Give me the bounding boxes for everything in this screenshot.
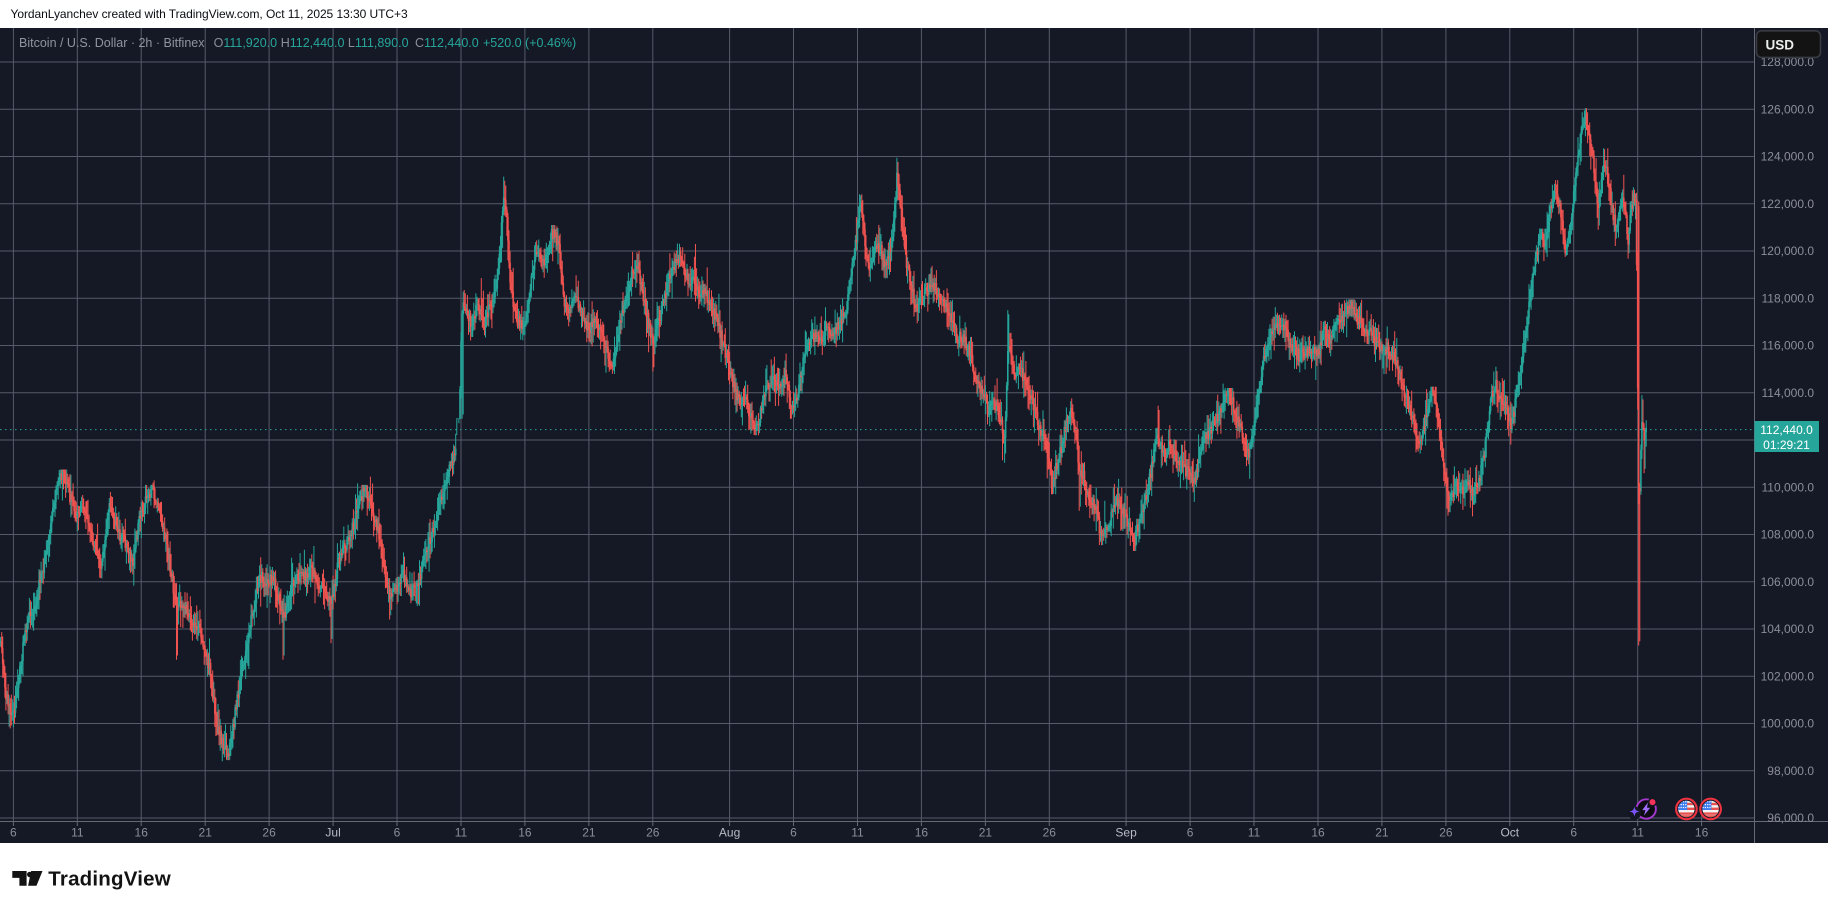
svg-text:16: 16 [1311,826,1325,840]
svg-text:26: 26 [646,826,660,840]
svg-text:21: 21 [1375,826,1389,840]
svg-text:6: 6 [394,826,401,840]
svg-text:O111,920.0: O111,920.0 [214,36,278,50]
svg-text:112,440.0: 112,440.0 [1760,423,1813,437]
svg-text:6: 6 [1187,826,1194,840]
svg-text:21: 21 [582,826,596,840]
svg-text:11: 11 [455,826,468,840]
svg-text:100,000.0: 100,000.0 [1761,717,1815,731]
svg-text:26: 26 [1439,826,1453,840]
svg-text:124,000.0: 124,000.0 [1761,150,1815,164]
svg-text:16: 16 [915,826,929,840]
svg-text:126,000.0: 126,000.0 [1761,103,1815,117]
svg-text:21: 21 [199,826,213,840]
svg-text:110,000.0: 110,000.0 [1762,480,1815,494]
svg-text:H112,440.0: H112,440.0 [281,36,345,50]
svg-text:Jul: Jul [325,826,340,840]
svg-text:Sep: Sep [1115,826,1137,840]
svg-text:26: 26 [1043,826,1057,840]
svg-text:USD: USD [1766,37,1795,52]
svg-text:11: 11 [1248,826,1261,840]
svg-text:106,000.0: 106,000.0 [1761,575,1815,589]
svg-text:C112,440.0: C112,440.0 [415,36,479,50]
svg-text:118,000.0: 118,000.0 [1762,291,1815,305]
svg-text:11: 11 [851,826,864,840]
svg-text:108,000.0: 108,000.0 [1761,528,1815,542]
svg-text:6: 6 [790,826,797,840]
svg-text:16: 16 [518,826,532,840]
svg-text:21: 21 [979,826,993,840]
svg-text:L111,890.0: L111,890.0 [348,36,409,50]
svg-text:6: 6 [1570,826,1577,840]
svg-text:TradingView: TradingView [48,868,171,891]
svg-text:+520.0 (+0.46%): +520.0 (+0.46%) [483,36,576,50]
svg-text:114,000.0: 114,000.0 [1762,386,1815,400]
svg-text:128,000.0: 128,000.0 [1761,55,1815,69]
svg-text:120,000.0: 120,000.0 [1761,244,1815,258]
svg-text:98,000.0: 98,000.0 [1767,764,1814,778]
svg-text:16: 16 [1695,826,1709,840]
svg-text:Bitcoin / U.S. Dollar · 2h · B: Bitcoin / U.S. Dollar · 2h · Bitfinex [19,36,205,50]
svg-text:96,000.0: 96,000.0 [1767,811,1814,825]
svg-text:Oct: Oct [1500,826,1519,840]
svg-text:Aug: Aug [719,826,740,840]
svg-text:26: 26 [262,826,276,840]
svg-text:116,000.0: 116,000.0 [1762,339,1815,353]
svg-text:6: 6 [10,826,17,840]
svg-text:102,000.0: 102,000.0 [1761,670,1815,684]
svg-text:122,000.0: 122,000.0 [1761,197,1815,211]
svg-text:01:29:21: 01:29:21 [1763,438,1810,452]
svg-text:11: 11 [71,826,84,840]
svg-text:104,000.0: 104,000.0 [1761,622,1815,636]
svg-text:16: 16 [135,826,149,840]
svg-text:11: 11 [1631,826,1644,840]
